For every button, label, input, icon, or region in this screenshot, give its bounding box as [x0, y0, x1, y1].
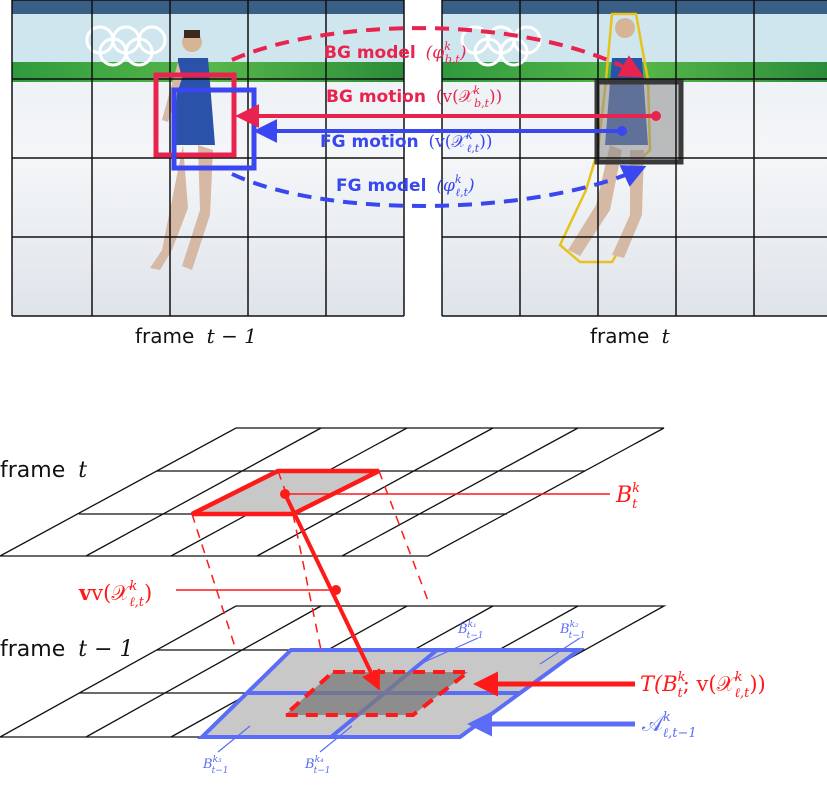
label-motion: vv(𝒳k ℓ,t)	[78, 579, 152, 610]
label-frame-t-minus-1: frame t − 1	[0, 637, 134, 662]
frame-t-image	[441, 0, 827, 317]
grid-right	[441, 0, 827, 317]
fg-model-label: FG model (φk ℓ,t)	[336, 173, 475, 199]
transformed-block	[279, 670, 474, 717]
B-label-leaders	[217, 637, 581, 753]
label-B3: Bk₃ t−1	[202, 755, 229, 776]
label-A: 𝒜k ℓ,t−1	[642, 710, 697, 741]
fg-motion-dot	[617, 126, 627, 136]
label-B2: Bk₂ t−1	[559, 620, 586, 641]
block-center-dot	[280, 489, 290, 499]
label-frame-t: frame t	[0, 458, 87, 483]
bg-model-label: BG model (φk b,t)	[324, 40, 467, 66]
frame-t-minus-1-image	[11, 0, 405, 317]
label-transform: T(Bk t; v(𝒳k ℓ,t))	[640, 670, 766, 701]
caption-frame-t: frame t	[590, 324, 671, 348]
caption-frame-t-minus-1: frame t − 1	[135, 324, 257, 348]
fg-motion-label: FG motion (v(𝒳k ℓ,t))	[320, 129, 492, 155]
bg-motion-dot	[651, 111, 661, 121]
label-Btk: Bk t	[615, 481, 640, 512]
olympic-rings-left	[85, 25, 167, 67]
bg-motion-label: BG motion (v(𝒳k b,t))	[326, 84, 502, 110]
label-B1: Bk₁ t−1	[457, 620, 484, 641]
label-B4: Bk₄ t−1	[304, 755, 331, 776]
grid-left	[11, 0, 405, 317]
fg-model-arrow	[231, 165, 647, 208]
target-block	[594, 79, 684, 165]
bg-match-box	[153, 72, 237, 158]
bg-model-arrow	[231, 26, 645, 78]
